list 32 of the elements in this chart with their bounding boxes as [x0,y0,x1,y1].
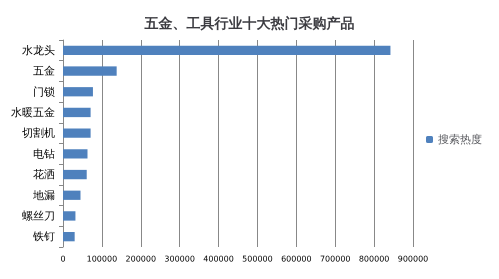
x-tick-label: 300000 [164,254,195,264]
y-tick-label: 门锁 [33,85,55,98]
x-tick-label: 400000 [203,254,234,264]
bar [63,128,91,138]
bar [63,170,87,180]
bar [63,46,390,56]
bar [63,211,76,221]
x-tick-label: 100000 [86,254,118,264]
y-tick-label: 水暖五金 [11,106,55,119]
y-tick-label: 地漏 [32,188,55,202]
y-tick-label: 切割机 [22,126,55,140]
bar [63,190,80,200]
chart-title: 五金、工具行业十大热门采购产品 [144,15,354,32]
bar [63,87,93,96]
x-tick-label: 900000 [398,254,428,264]
y-tick-label: 五金 [33,64,55,78]
bar [63,108,91,118]
bar [63,149,88,159]
bar [63,232,75,242]
x-tick-label: 200000 [126,254,156,264]
x-tick-label: 500000 [242,254,273,264]
x-tick-label: 700000 [320,254,350,264]
x-tick-label: 600000 [281,254,312,264]
y-tick-label: 水龙头 [22,44,55,57]
y-tick-label: 螺丝刀 [22,209,55,222]
legend-label: 搜索热度 [438,133,482,146]
y-tick-label: 电钻 [33,147,55,160]
bar [63,66,117,76]
x-tick-label: 800000 [358,254,390,264]
y-tick-label: 铁钉 [32,230,55,244]
x-tick-label: 0 [60,254,66,264]
y-tick-label: 花洒 [33,168,55,182]
